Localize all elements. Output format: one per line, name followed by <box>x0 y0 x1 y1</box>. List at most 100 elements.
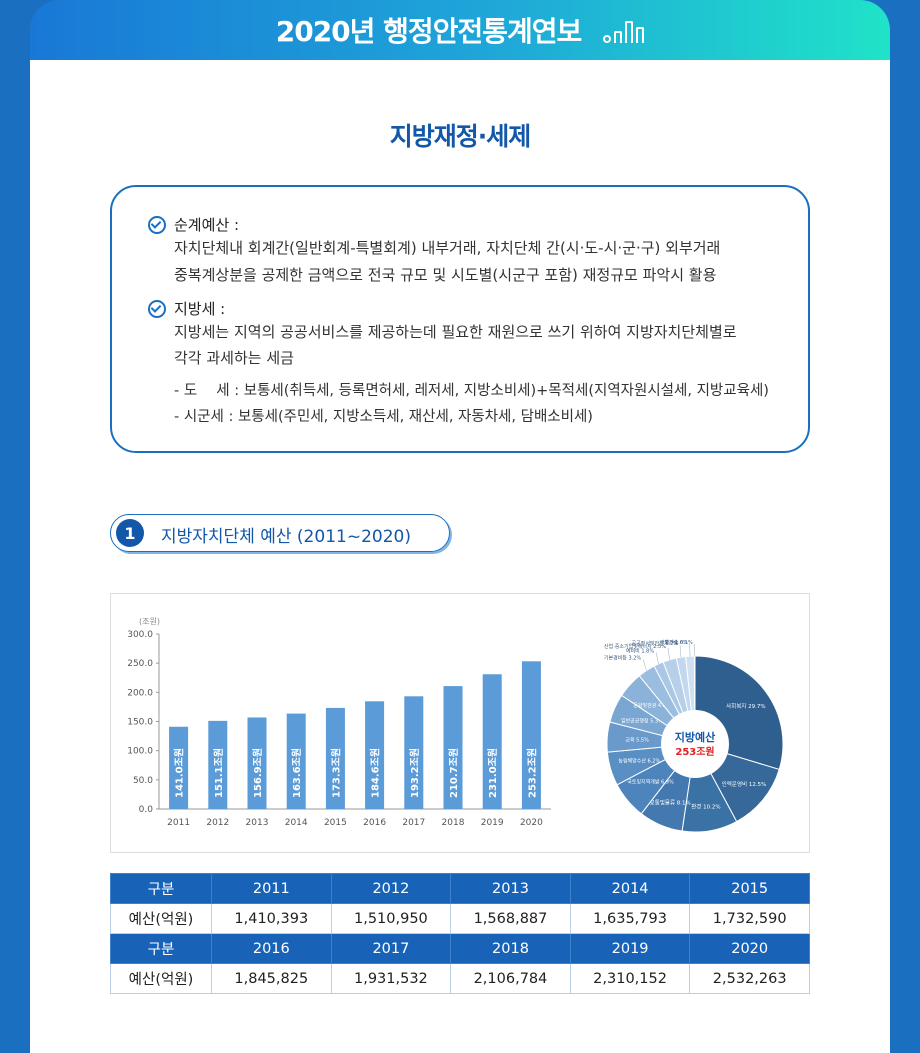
table-row: 예산(억원) 1,845,825 1,931,532 2,106,784 2,3… <box>110 963 810 994</box>
check-circle-icon <box>148 216 166 234</box>
definition-label-localtax: 지방세 : <box>174 300 226 318</box>
table-header-cell: 2016 <box>211 933 332 964</box>
pie-slice-label: 교육 5.5% <box>625 737 649 743</box>
definition-text: 지방세는 지역의 공공서비스를 제공하는데 필요한 재원으로 쓰기 위하여 지방… <box>174 323 737 341</box>
y-tick-label: 0.0 <box>139 805 154 815</box>
table-row-label: 예산(억원) <box>110 903 212 934</box>
pie-slice-label: 공공질서및안전 1.7% <box>632 640 679 647</box>
bar <box>208 720 228 809</box>
table-cell: 1,635,793 <box>569 903 691 934</box>
table-header-cell: 2020 <box>689 933 810 964</box>
bar-data-label: 253.2조원 <box>525 748 538 798</box>
header-title: 2020년 행정안전통계연보 <box>275 15 583 48</box>
table-header-cell: 구분 <box>110 873 212 904</box>
definition-box: 순계예산 : 자치단체내 회계간(일반회계-특별회계) 내부거래, 자치단체 간… <box>110 185 810 453</box>
table-cell: 2,532,263 <box>689 963 810 994</box>
pie-slice-label: 농림해양수산 6.2% <box>618 757 660 764</box>
pie-leader-line <box>642 659 647 671</box>
bar <box>521 661 541 809</box>
x-tick-label: 2015 <box>324 818 347 828</box>
table-header-cell: 2014 <box>569 873 691 904</box>
table-header-cell: 2015 <box>689 873 810 904</box>
pie-slice-label: 문화및관광 4.8% <box>633 702 671 709</box>
x-tick-label: 2016 <box>363 818 386 828</box>
subsection-heading: 1 지방자치단체 예산 (2011~2020) <box>110 514 450 552</box>
table-cell: 1,931,532 <box>330 963 452 994</box>
bar <box>325 707 345 809</box>
pie-chart: 사회복지 29.7% 인력운영비 12.5% 환경 10.2%교통및물류 8.1% 국… <box>604 639 784 833</box>
definition-text: 자치단체내 회계간(일반회계-특별회계) 내부거래, 자치단체 간(시·도-시·… <box>174 239 721 257</box>
content-panel: 지방재정·세제 순계예산 : 자치단체내 회계간(일반회계-특별회계) 내부거래… <box>30 60 890 1053</box>
bar-data-label: 151.1조원 <box>212 748 225 798</box>
x-tick-label: 2019 <box>481 818 504 828</box>
definition-label-budget: 순계예산 : <box>174 216 240 234</box>
header-banner: 2020년 행정안전통계연보 <box>30 0 890 60</box>
y-tick-label: 150.0 <box>127 718 153 728</box>
table-cell: 1,845,825 <box>211 963 332 994</box>
bar <box>286 713 306 809</box>
table-header-cell: 2018 <box>450 933 571 964</box>
pie-center <box>661 710 729 778</box>
y-unit-label: (조원) <box>139 617 160 626</box>
pie-center-value: 253조원 <box>675 745 714 758</box>
pie-leader-line <box>679 645 682 658</box>
bar-data-label: 210.7조원 <box>447 748 460 798</box>
pie-slice-label: 환경 10.2% <box>691 802 720 810</box>
definition-text: 각각 과세하는 세금 <box>174 349 294 367</box>
pie-leader-line <box>655 652 659 664</box>
section-title: 지방재정·세제 <box>389 122 532 151</box>
x-tick-label: 2014 <box>285 818 308 828</box>
y-tick-label: 250.0 <box>127 659 153 669</box>
definition-subitem: - 시군세 : 보통세(주민세, 지방소득세, 재산세, 자동차세, 담배소비세… <box>174 409 593 425</box>
table-header-cell: 구분 <box>110 933 212 964</box>
table-header-cell: 2017 <box>330 933 452 964</box>
bar <box>365 701 385 809</box>
table-header-cell: 2012 <box>330 873 452 904</box>
bar-data-label: 163.6조원 <box>290 748 303 798</box>
x-tick-label: 2018 <box>442 818 465 828</box>
table-header-row: 구분 2016 2017 2018 2019 2020 <box>110 933 810 964</box>
check-circle-icon <box>148 300 166 318</box>
pie-slice-label: 기본경비등 3.2% <box>604 655 642 662</box>
budget-table: 구분 2011 2012 2013 2014 2015 예산(억원) 1,410… <box>110 873 810 994</box>
pie-slice-label: 산업·중소기업및에너지 2.5% <box>604 643 666 650</box>
bar-data-label: 141.0조원 <box>173 748 186 798</box>
table-header-cell: 2013 <box>450 873 571 904</box>
bar-data-label: 156.9조원 <box>251 748 264 798</box>
chart-panel: (조원) 0.0 50.0 100.0 150.0 200.0 250.0 300.0 141.… <box>110 593 810 853</box>
subsection-title: 지방자치단체 예산 (2011~2020) <box>161 527 411 547</box>
bar-chart-icon <box>603 17 645 43</box>
definition-text: 중복계상분을 공제한 금액으로 전국 규모 및 시도별(시군구 포함) 재정규모… <box>174 266 717 284</box>
pie-slice-label: 과학기술 0.1% <box>660 639 693 646</box>
table-cell: 1,732,590 <box>689 903 810 934</box>
pie-slice-label: 사회복지 29.7% <box>726 702 765 710</box>
table-row-label: 예산(억원) <box>110 963 212 994</box>
table-cell: 1,410,393 <box>211 903 332 934</box>
pie-leader-line <box>667 647 670 660</box>
table-cell: 1,568,887 <box>450 903 571 934</box>
pie-slice-label: 예비비 1.8% <box>626 647 654 654</box>
x-tick-label: 2017 <box>402 818 425 828</box>
bar <box>169 726 189 809</box>
bar <box>247 717 267 809</box>
x-tick-label: 2020 <box>520 818 543 828</box>
pie-center-title: 지방예산 <box>675 730 715 744</box>
x-tick-label: 2012 <box>206 818 229 828</box>
pie-slice-label: 인력운영비 12.5% <box>722 780 767 788</box>
table-cell: 1,510,950 <box>330 903 452 934</box>
table-header-row: 구분 2011 2012 2013 2014 2015 <box>110 873 810 904</box>
pie-slice-label: 국토및지역개발 6.9% <box>627 778 674 785</box>
bar <box>404 696 424 809</box>
table-header-cell: 2011 <box>211 873 332 904</box>
table-cell: 2,106,784 <box>450 963 571 994</box>
bar <box>482 674 502 809</box>
subsection-number: 1 <box>116 519 144 547</box>
table-header-cell: 2019 <box>569 933 691 964</box>
x-tick-label: 2011 <box>167 818 190 828</box>
bar-data-label: 184.6조원 <box>369 748 382 798</box>
bar-data-label: 193.2조원 <box>408 748 421 798</box>
x-tick-label: 2013 <box>246 818 269 828</box>
y-tick-label: 50.0 <box>133 776 153 786</box>
y-tick-label: 300.0 <box>127 630 153 640</box>
y-tick-label: 200.0 <box>127 688 153 698</box>
